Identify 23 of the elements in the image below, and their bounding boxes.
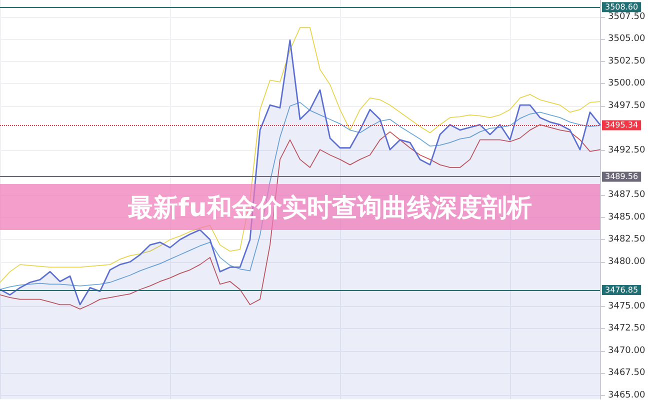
y-tick-label: 3470.00 (608, 346, 646, 356)
title-banner: 最新fu和金价实时查询曲线深度剖析 (0, 184, 600, 230)
y-tick-label: 3502.50 (608, 56, 646, 66)
y-tick-label: 3497.50 (608, 101, 646, 111)
y-tick-label: 3505.00 (608, 34, 646, 44)
ref-line-label: 3489.56 (605, 172, 638, 182)
y-tick-label: 3485.00 (608, 212, 646, 222)
line-series (0, 102, 600, 290)
y-tick-label: 3492.50 (608, 146, 646, 156)
y-tick-label: 3475.00 (608, 301, 646, 312)
y-tick-label: 3507.50 (608, 12, 646, 22)
y-tick-label: 3482.50 (608, 234, 646, 245)
y-tick-label: 3465.00 (608, 390, 646, 400)
y-tick-label: 3467.50 (608, 368, 646, 378)
line-series (0, 27, 600, 283)
y-tick-label: 3487.50 (608, 190, 646, 200)
ref-line-label: 3495.34 (605, 120, 638, 130)
ref-line-label: 3508.60 (605, 2, 638, 12)
y-tick-label: 3480.00 (608, 256, 646, 267)
line-series (0, 124, 600, 310)
y-tick-label: 3472.50 (608, 324, 646, 334)
y-tick-label: 3500.00 (608, 78, 646, 89)
ref-line-label: 3476.85 (605, 285, 638, 294)
